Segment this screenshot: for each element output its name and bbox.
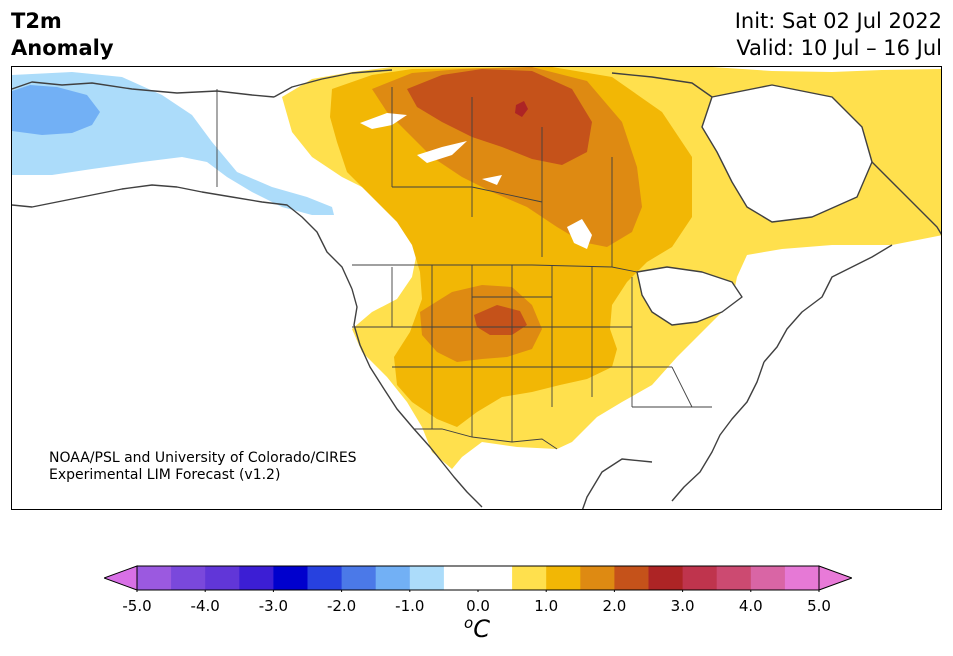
coastline-east	[581, 361, 765, 509]
unit-letter: C	[473, 615, 490, 643]
hudson-bay	[702, 85, 872, 222]
coastline-alaska	[12, 81, 353, 290]
coastline-west	[351, 288, 483, 508]
colorbar-segment-12	[580, 566, 615, 590]
state-borders	[352, 265, 712, 442]
canadian-lake-4	[482, 175, 502, 185]
colorbar-segment-5	[307, 566, 343, 590]
colorbar-segment-10	[512, 566, 547, 590]
anomaly-region-2-5	[515, 101, 528, 117]
colorbar-segment-4	[273, 566, 308, 590]
colorbar-segment-8	[409, 566, 445, 590]
colorbar-tick-label: -5.0	[122, 597, 152, 615]
anomaly-region-neg-1-0	[12, 85, 100, 135]
great-lakes	[637, 267, 742, 325]
colorbar-tick-label: 3.0	[670, 597, 695, 615]
anomaly-region-2-0-south	[474, 305, 527, 335]
border-us-mexico	[414, 428, 558, 450]
anomaly-map	[11, 66, 942, 510]
colorbar-segment-1	[171, 566, 206, 590]
colorbar-segment-18	[784, 566, 820, 590]
colorbar-segment-3	[239, 566, 274, 590]
valid-range: Valid: 10 Jul – 16 Jul	[736, 36, 942, 60]
colorbar-tick-label: -4.0	[190, 597, 220, 615]
title-variable: T2m	[11, 9, 62, 33]
coastline-hudson	[701, 84, 873, 223]
colorbar-segment-9	[443, 566, 513, 590]
colorbar-segment-11	[546, 566, 581, 590]
colorbar-tick-label: 0.0	[466, 597, 490, 615]
colorbar-segment-13	[614, 566, 649, 590]
colorbar-under-arrow	[104, 565, 138, 591]
border-canada-us	[352, 264, 638, 273]
colorbar-units: oC	[464, 614, 490, 643]
colorbar-segment-2	[205, 566, 240, 590]
colorbar-tick-label: -2.0	[326, 597, 357, 615]
province-borders	[391, 87, 613, 267]
map-canvas	[12, 67, 941, 509]
great-lakes-outline	[636, 266, 743, 326]
colorbar-segment-17	[750, 566, 786, 590]
coastline-arctic	[273, 69, 713, 98]
canadian-lake-1	[360, 113, 407, 129]
colorbar-segment-14	[648, 566, 684, 590]
init-date: Init: Sat 02 Jul 2022	[734, 9, 942, 33]
colorbar	[104, 565, 852, 592]
credit-line-1: NOAA/PSL and University of Colorado/CIRE…	[49, 450, 357, 466]
unit-degree: o	[464, 614, 474, 632]
canadian-lake-2	[417, 141, 467, 163]
colorbar-tick-label: 2.0	[602, 597, 627, 615]
colorbar-segment-6	[341, 566, 377, 590]
colorbar-segment-0	[137, 566, 172, 590]
map-title: T2m Anomaly	[11, 8, 114, 62]
colorbar-tick-label: 1.0	[534, 597, 559, 615]
colorbar-over-arrow	[818, 565, 852, 591]
colorbar-tick-label: 5.0	[807, 597, 831, 615]
credit-line-2: Experimental LIM Forecast (v1.2)	[49, 467, 281, 483]
colorbar-segment-16	[716, 566, 752, 590]
credit-text: NOAA/PSL and University of Colorado/CIRE…	[49, 450, 357, 484]
title-field: Anomaly	[11, 36, 114, 60]
colorbar-segment-15	[682, 566, 718, 590]
colorbar-tick-label: -3.0	[258, 597, 289, 615]
colorbar-tick-label: -1.0	[395, 597, 425, 615]
colorbar-segment-7	[375, 566, 411, 590]
forecast-dates: Init: Sat 02 Jul 2022 Valid: 10 Jul – 16…	[735, 8, 942, 62]
gulf-of-mexico	[532, 462, 812, 509]
coastline-labrador	[763, 161, 941, 363]
anomaly-region-2-0	[407, 69, 592, 165]
colorbar-tick-label: 4.0	[738, 597, 763, 615]
canadian-lake-3	[567, 219, 592, 249]
